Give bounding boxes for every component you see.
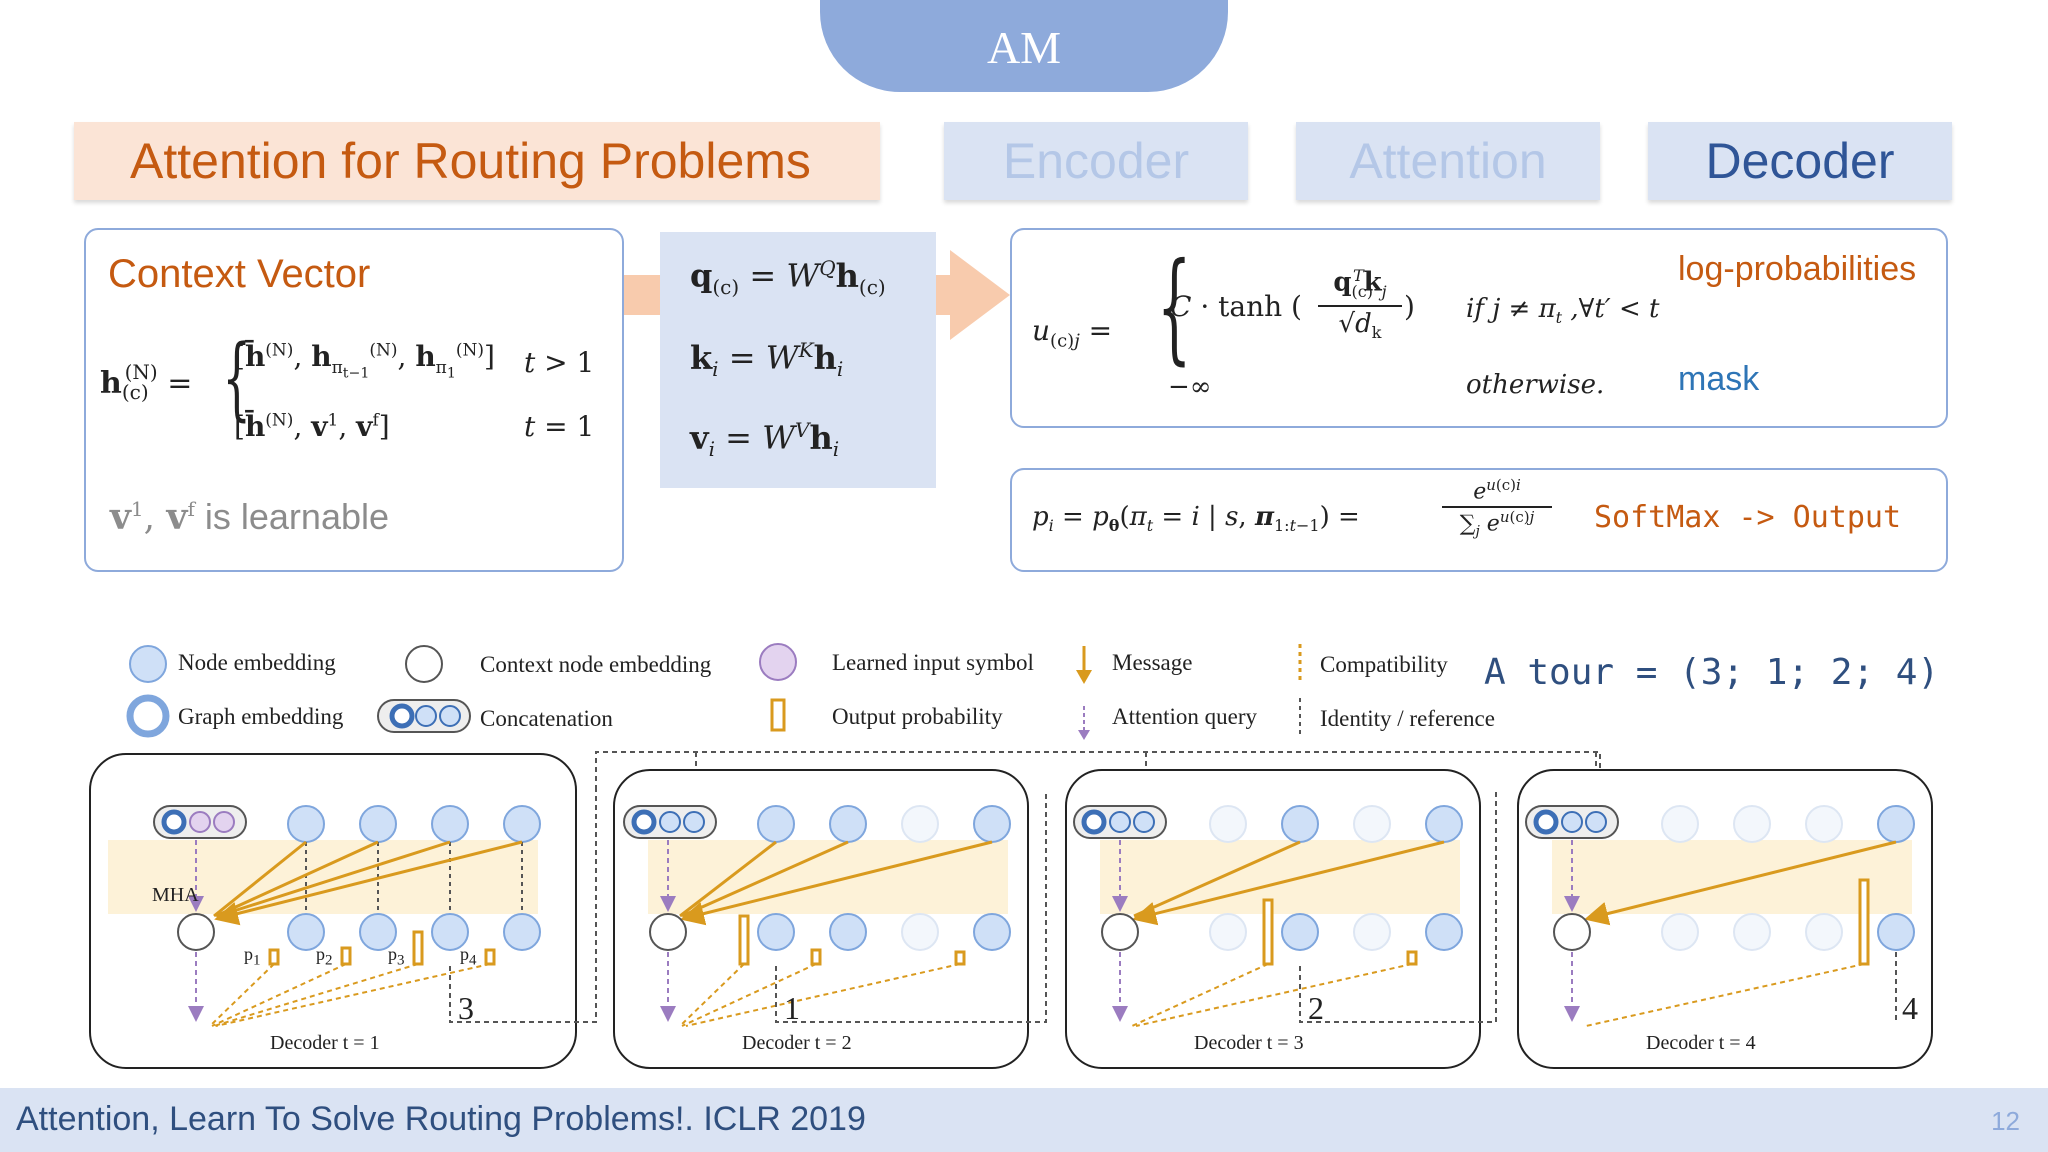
p4-label: p4 xyxy=(460,944,477,969)
decoder-4-step: 4 xyxy=(1902,990,1918,1026)
tab-attention-label: Attention xyxy=(1349,133,1547,189)
section-pill-label: AM xyxy=(986,22,1062,73)
log-probabilities-annotation: log-probabilities xyxy=(1678,250,1917,288)
context-brace: { xyxy=(222,326,251,431)
legend-output-probability: Output probability xyxy=(832,704,1003,729)
node-embedding-icon xyxy=(129,645,167,683)
context-node-icon xyxy=(405,645,443,683)
footer-citation: Attention, Learn To Solve Routing Proble… xyxy=(16,1100,866,1138)
logits-fraction: q(c)Tkj √dk xyxy=(1318,266,1402,342)
logits-case-1: C · tanh ( xyxy=(1170,290,1302,323)
softmax-fraction: eu(c)i ∑j eu(c)j xyxy=(1442,476,1552,540)
p3-label: p3 xyxy=(388,944,405,969)
learnable-note: v1, vf is learnable xyxy=(110,496,390,538)
legend-graph-embedding: Graph embedding xyxy=(178,704,344,729)
decoder-2-label: Decoder t = 2 xyxy=(742,1032,852,1054)
context-formula-lhs: h(c)(N) = xyxy=(100,360,193,404)
decoder-panel-4 xyxy=(1517,769,1933,1069)
legend-attention-query: Attention query xyxy=(1112,704,1257,729)
p2-label: p2 xyxy=(316,944,333,969)
softmax-output-label: SoftMax -> Output xyxy=(1594,500,1902,535)
output-probability-icon xyxy=(770,698,786,732)
decoder-2-step: 1 xyxy=(784,990,800,1026)
logits-lhs: u(c)j = xyxy=(1032,314,1113,352)
tab-main-title-label: Attention for Routing Problems xyxy=(130,133,811,189)
page-number: 12 xyxy=(1991,1106,2020,1136)
decoder-3-label: Decoder t = 3 xyxy=(1194,1032,1304,1054)
learned-symbol-icon xyxy=(759,643,797,681)
context-cond-1: t > 1 xyxy=(524,346,595,379)
qkv-box: q(c) = WQh(c) ki = WKhi vi = WVhi xyxy=(660,232,936,488)
legend-concatenation: Concatenation xyxy=(480,706,613,731)
value-formula: vi = WVhi xyxy=(690,418,840,462)
context-case-2: [h̄(N), v1, vf] xyxy=(234,410,390,443)
tab-decoder[interactable]: Decoder xyxy=(1648,122,1952,200)
p1-label: p1 xyxy=(244,944,261,969)
footer-bar: Attention, Learn To Solve Routing Proble… xyxy=(0,1088,2048,1152)
decoder-panel-1 xyxy=(89,753,597,1069)
decoder-1-step: 3 xyxy=(458,990,474,1026)
decoder-4-label: Decoder t = 4 xyxy=(1646,1032,1756,1054)
logits-cond-2: otherwise. xyxy=(1466,370,1605,400)
decoder-3-step: 2 xyxy=(1308,990,1324,1026)
legend-learned-input-symbol: Learned input symbol xyxy=(832,650,1034,675)
context-vector-box: Context Vector h(c)(N) = { [h̄(N), hπt−1… xyxy=(84,228,624,572)
query-formula: q(c) = WQh(c) xyxy=(690,256,886,300)
tab-encoder[interactable]: Encoder xyxy=(944,122,1248,200)
logits-brace: { xyxy=(1156,238,1192,377)
decoder-1-label: Decoder t = 1 xyxy=(270,1032,380,1054)
decoder-panel-3 xyxy=(1065,769,1497,1069)
legend-message: Message xyxy=(1112,650,1193,675)
context-cond-2: t = 1 xyxy=(524,410,595,443)
mask-annotation: mask xyxy=(1678,360,1760,398)
tour-label: A tour = (3; 1; 2; 4) xyxy=(1484,652,1940,693)
logits-box: u(c)j = { C · tanh ( q(c)Tkj √dk ) −∞ if… xyxy=(1010,228,1948,428)
legend-node-embedding: Node embedding xyxy=(178,650,336,675)
tab-encoder-label: Encoder xyxy=(1002,133,1190,189)
softmax-box: pi = pθ(πt = i | s, π1:t−1) = eu(c)i ∑j … xyxy=(1010,468,1948,572)
legend-identity-reference: Identity / reference xyxy=(1320,706,1495,731)
graph-embedding-icon xyxy=(126,694,170,738)
legend-compatibility: Compatibility xyxy=(1320,652,1448,677)
decoder-mha-label: MHA xyxy=(152,884,199,906)
logits-paren-close: ) xyxy=(1404,290,1415,323)
logits-case-2: −∞ xyxy=(1168,372,1212,402)
legend-icons xyxy=(126,643,1302,740)
decoder-diagram xyxy=(89,751,1933,1069)
logits-cond-1: if j ≠ πt ,∀t′ < t xyxy=(1466,294,1660,328)
section-pill: AM xyxy=(820,0,1228,92)
context-case-1: [h̄(N), hπt−1(N), hπ1(N)] xyxy=(234,340,495,381)
tab-decoder-label: Decoder xyxy=(1705,133,1895,189)
cond1-text: if j ≠ π xyxy=(1466,294,1556,324)
softmax-formula: pi = pθ(πt = i | s, π1:t−1) = xyxy=(1032,502,1360,536)
key-formula: ki = WKhi xyxy=(690,338,844,382)
decoder-panel-2 xyxy=(613,769,1047,1069)
learnable-text: is learnable xyxy=(204,496,390,537)
legend-context-node-embedding: Context node embedding xyxy=(480,652,712,677)
context-vector-title: Context Vector xyxy=(108,252,371,296)
tab-main-title: Attention for Routing Problems xyxy=(74,122,880,200)
tab-attention[interactable]: Attention xyxy=(1296,122,1600,200)
